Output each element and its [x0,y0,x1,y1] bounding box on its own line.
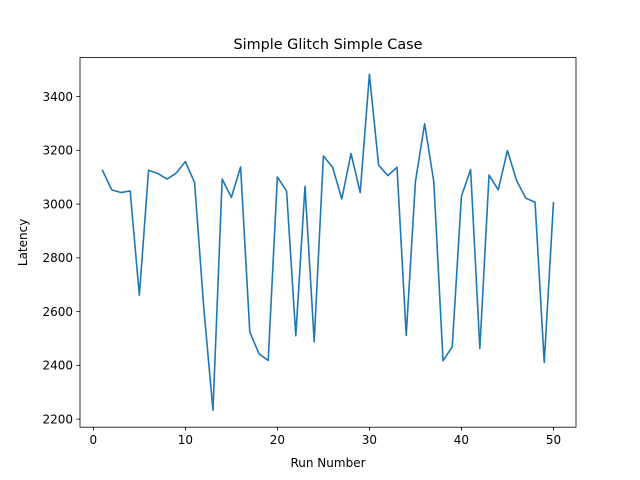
y-tick-label: 2600 [42,305,73,319]
y-tick-label: 3000 [42,197,73,211]
x-tick-label: 50 [546,433,561,447]
x-axis-ticks: 0 10 20 30 40 50 [90,427,561,447]
plot-series [101,73,555,412]
x-tick-label: 10 [178,433,193,447]
y-tick-label: 2200 [42,412,73,426]
series-line [101,73,555,412]
y-axis-label: Latency [16,219,30,266]
x-tick-label: 0 [90,433,98,447]
x-tick-label: 40 [454,433,469,447]
y-tick-label: 2400 [42,359,73,373]
y-tick-label: 3200 [42,144,73,158]
x-tick-label: 30 [362,433,377,447]
x-tick-label: 20 [270,433,285,447]
y-axis-ticks: 2200 2400 2600 2800 3000 3200 3400 [42,90,80,426]
x-axis-label: Run Number [290,456,365,470]
y-tick-label: 3400 [42,90,73,104]
chart-title: Simple Glitch Simple Case [233,37,422,53]
y-tick-label: 2800 [42,251,73,265]
plot-frame [79,57,577,428]
